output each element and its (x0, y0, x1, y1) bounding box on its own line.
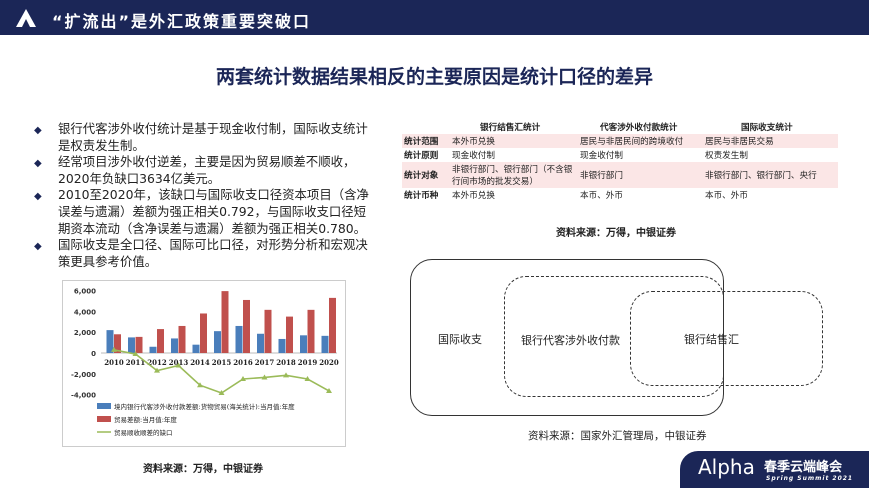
line-marker (111, 346, 117, 352)
legend-swatch-red (97, 416, 111, 422)
x-tick-label: 2011 (126, 358, 146, 367)
bar-blue (235, 325, 243, 353)
y-tick-label: 0 (91, 350, 96, 358)
x-tick-label: 2016 (233, 358, 253, 367)
line-marker (197, 382, 203, 388)
brand-en: Spring Summit 2021 (766, 475, 854, 482)
table-row: 统计原则 现金收付制 现金收付制 权责发生制 (404, 151, 748, 161)
chart-svg: 6,000 4,000 2,000 0 -2,000 -4,000 2010 2011 2012… (71, 288, 339, 437)
x-tick-label: 2018 (276, 358, 296, 367)
header-bar: “扩流出”是外汇政策重要突破口 (0, 0, 869, 35)
bullet-item: ◆ 2010至2020年，该缺口与国际收支口径资本项目（含净误差与遗漏）差额为强正… (34, 187, 369, 236)
gap-line (113, 349, 330, 394)
footer-brand: Alpha 春季云端峰会 Spring Summit 2021 (680, 451, 869, 488)
bar-red (329, 297, 336, 353)
bar-blue (300, 335, 307, 353)
venn-outer-label: 国际收支 (438, 333, 482, 346)
bar-red (286, 316, 293, 353)
bullet-list: ◆ 银行代客涉外收付统计是基于现金收付制，国际收支统计是权责发生制。 ◆ 经常项目涉… (32, 121, 372, 270)
bar-red (243, 299, 250, 353)
bar-blue (106, 330, 114, 353)
x-tick-label: 2014 (190, 358, 210, 367)
bar-blue (278, 338, 286, 353)
page-title: 两套统计数据结果相反的主要原因是统计口径的差异 (215, 66, 653, 88)
table-row: 统计范围 本外币兑换 居民与非居民间的跨境收付 居民与非居民交易 (402, 134, 838, 148)
line-marker (283, 372, 289, 378)
bar-blue (321, 335, 329, 353)
line-marker (261, 374, 268, 380)
table-header: 国际收支统计 (740, 122, 793, 133)
brand-logo: Alpha (698, 455, 755, 479)
bar-red (221, 291, 229, 353)
table-header: 代客涉外收付款统计 (600, 122, 678, 133)
line-marker (240, 376, 246, 381)
diamond-icon: ◆ (34, 158, 42, 170)
bullet-item: ◆ 银行代客涉外收付统计是基于现金收付制，国际收支统计是权责发生制。 (34, 121, 368, 153)
y-tick-label: -2,000 (71, 371, 96, 379)
line-marker (326, 387, 332, 393)
line-marker (218, 390, 225, 396)
table-source: 资料来源：万得，中银证券 (556, 228, 676, 239)
bar-blue (257, 333, 264, 353)
line-marker (304, 376, 311, 381)
x-tick-label: 2013 (169, 358, 189, 367)
x-tick-label: 2019 (298, 358, 318, 367)
bar-red (307, 309, 315, 353)
y-tick-label: 4,000 (74, 308, 96, 316)
header-title: “扩流出”是外汇政策重要突破口 (52, 12, 312, 31)
line-marker (132, 351, 139, 357)
x-tick-label: 2010 (104, 358, 124, 367)
venn-source: 资料来源：国家外汇管理局，中银证券 (528, 430, 707, 442)
table-row: 统计对象 非银行部门、银行部门（不含银行间市场的批发交易） 非银行部门 非银行部门、银… (402, 162, 838, 188)
line-marker (175, 362, 182, 368)
bar-red (135, 336, 143, 353)
table-row: 统计币种 本外币兑换 本币、外币 本币、外币 (404, 191, 748, 201)
bar-red (157, 329, 164, 353)
x-tick-label: 2012 (147, 358, 167, 367)
trade-chart: 6,000 4,000 2,000 0 -2,000 -4,000 2010 2011 2012… (62, 280, 346, 447)
bar-blue (214, 331, 221, 353)
legend-swatch-blue (97, 403, 111, 409)
venn-inner (630, 291, 823, 386)
bar-red (178, 325, 186, 353)
bullet-item: ◆ 经常项目涉外收付逆差，主要是因为贸易顺差不顺收，2020年负缺口3634亿美元… (34, 154, 356, 186)
bar-blue (128, 337, 135, 353)
legend-label: 贸易差额:当月值:年度 (114, 415, 177, 424)
alpha-triangle-icon (16, 9, 36, 27)
bullet-item: ◆ 国际收支是全口径、国际可比口径，对形势分析和宏观决策更具参考价值。 (34, 237, 368, 269)
legend-label: 境内银行代客涉外收付款差额:货物贸易(海关统计):当月值:年度 (114, 402, 295, 411)
y-tick-label: 2,000 (74, 329, 96, 337)
diamond-icon: ◆ (34, 241, 42, 253)
x-tick-label: 2015 (212, 358, 232, 367)
x-tick-label: 2017 (255, 358, 275, 367)
diamond-icon: ◆ (34, 125, 42, 136)
venn-middle-label: 银行代客涉外收付款 (521, 334, 620, 347)
brand-cn: 春季云端峰会 (764, 460, 843, 475)
table-header: 银行结售汇统计 (480, 122, 541, 133)
y-tick-label: -4,000 (71, 392, 96, 400)
bar-red (200, 313, 207, 353)
bar-blue (192, 344, 200, 353)
venn-middle (504, 276, 724, 397)
comparison-table: 银行结售汇统计 代客涉外收付款统计 国际收支统计 统计范围 本外币兑换 居民与非居民… (402, 119, 838, 202)
bar-red (114, 334, 121, 353)
y-tick-label: 6,000 (74, 288, 96, 296)
diamond-icon: ◆ (34, 191, 42, 203)
legend-label: 贸易顺收顺差的缺口 (114, 428, 173, 437)
venn-inner-label: 银行结售汇 (684, 333, 739, 346)
table-header (402, 119, 450, 134)
line-marker (154, 367, 160, 373)
bar-blue (149, 346, 157, 353)
x-tick-label: 2020 (319, 358, 339, 367)
chart-source: 资料来源：万得，中银证券 (143, 464, 263, 475)
bar-blue (171, 338, 178, 353)
bar-red (264, 309, 272, 353)
